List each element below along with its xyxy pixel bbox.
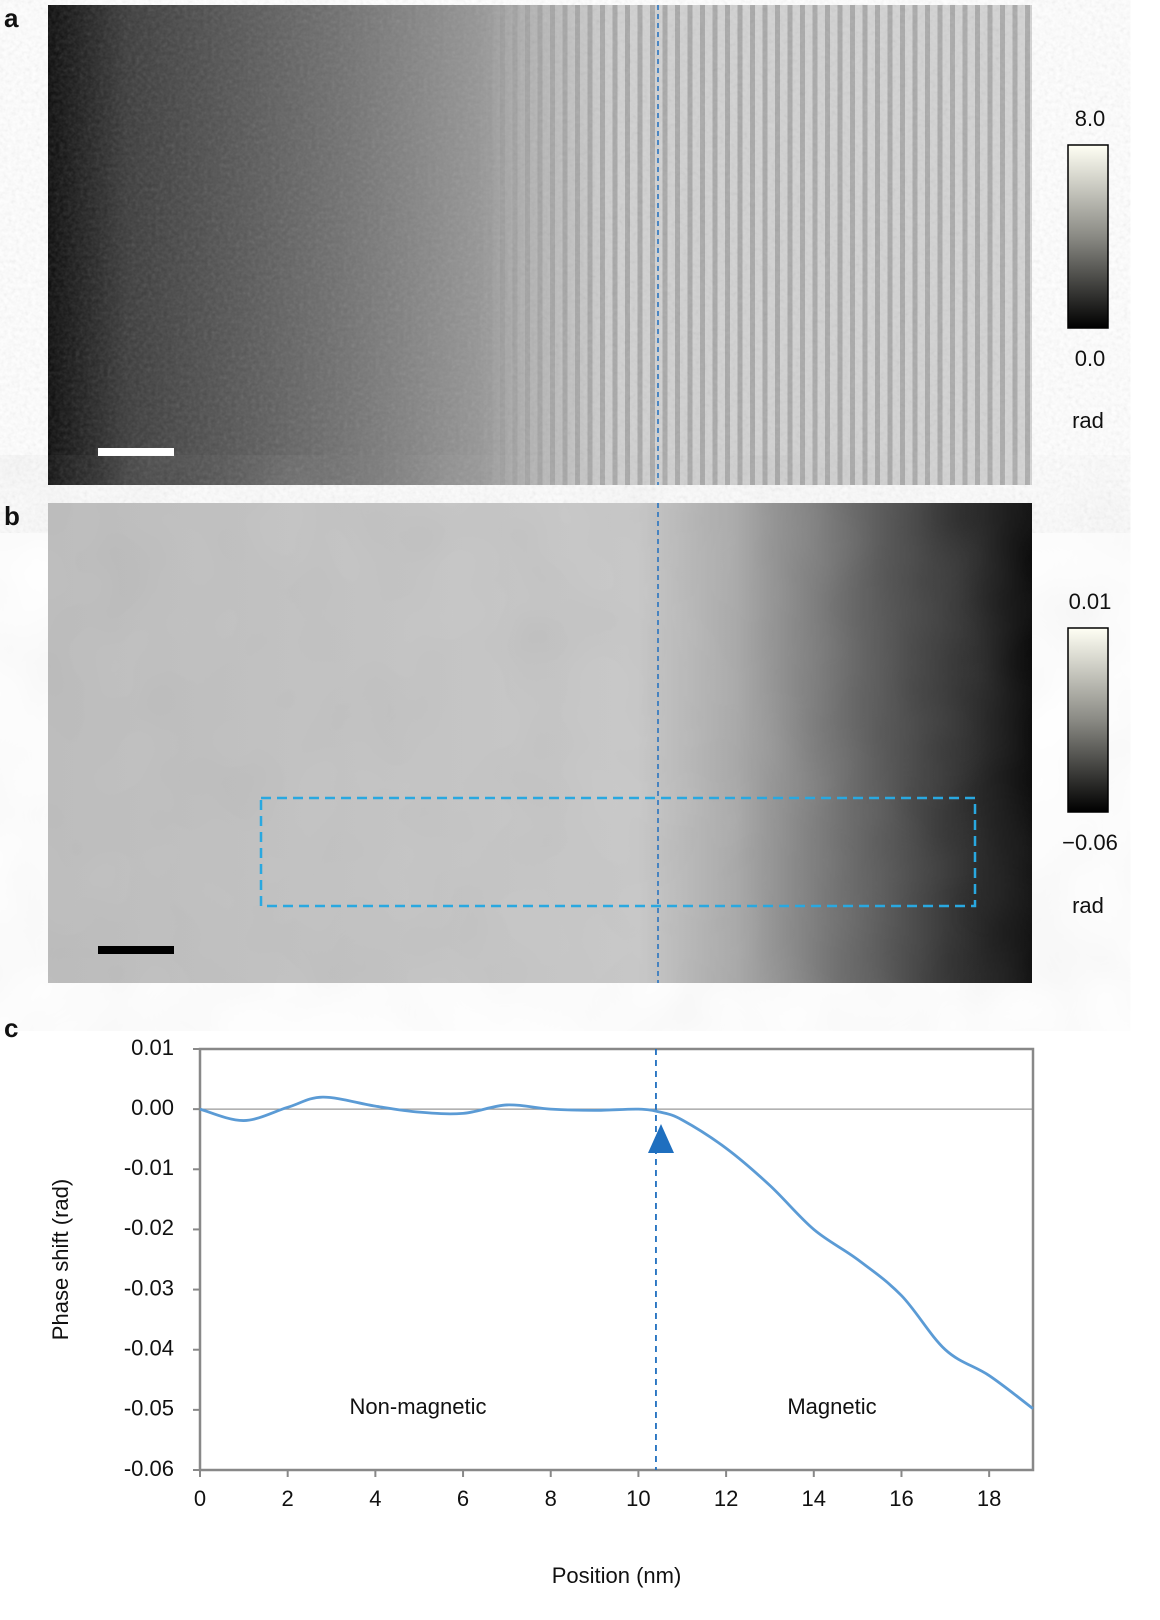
x-tick-label: 8 bbox=[545, 1486, 557, 1511]
y-tick-label: -0.03 bbox=[124, 1275, 174, 1300]
x-tick-label: 18 bbox=[977, 1486, 1001, 1511]
image-a bbox=[48, 5, 1032, 485]
colorbar-tick-label: 0.0 bbox=[1075, 346, 1106, 371]
x-tick-label: 10 bbox=[626, 1486, 650, 1511]
chart: 0.01 0.00 -0.01 -0.02 -0.03 -0.04 -0.05 -0.06 0 2… bbox=[48, 1035, 1035, 1588]
data-line bbox=[199, 1095, 1034, 1410]
y-tick-label: -0.06 bbox=[124, 1456, 174, 1481]
x-tick-label: 0 bbox=[194, 1486, 206, 1511]
x-tick-label: 12 bbox=[714, 1486, 738, 1511]
colorbar-tick-label: 0.01 bbox=[1069, 589, 1112, 614]
panel-label: b bbox=[4, 501, 20, 531]
y-tick-label: -0.02 bbox=[124, 1215, 174, 1240]
scale-bar bbox=[98, 448, 174, 456]
colorbar-b bbox=[1067, 627, 1109, 813]
scale-bar bbox=[98, 946, 174, 954]
x-tick-label: 2 bbox=[282, 1486, 294, 1511]
colorbar-unit: rad bbox=[1072, 408, 1104, 433]
profile-region bbox=[259, 796, 977, 908]
x-tick-label: 16 bbox=[889, 1486, 913, 1511]
x-tick-label: 14 bbox=[802, 1486, 826, 1511]
colorbar-tick-label: −0.06 bbox=[1062, 830, 1118, 855]
plot-frame bbox=[198, 1047, 1035, 1472]
panel-label: a bbox=[4, 3, 19, 33]
x-axis-label: Position (nm) bbox=[552, 1563, 682, 1588]
annotation: Magnetic bbox=[787, 1394, 876, 1419]
x-tick-label: 4 bbox=[369, 1486, 381, 1511]
x-tick-label: 6 bbox=[457, 1486, 469, 1511]
boundary-arrow bbox=[648, 1124, 674, 1153]
y-tick-label: 0.01 bbox=[131, 1035, 174, 1060]
colorbar-unit: rad bbox=[1072, 893, 1104, 918]
panel-label: c bbox=[4, 1013, 18, 1043]
colorbar-a bbox=[1067, 144, 1109, 329]
annotation: Non-magnetic bbox=[350, 1394, 487, 1419]
y-axis-label: Phase shift (rad) bbox=[48, 1179, 73, 1340]
y-tick-label: 0.00 bbox=[131, 1095, 174, 1120]
y-tick-label: -0.05 bbox=[124, 1396, 174, 1421]
image-b bbox=[48, 503, 1032, 983]
y-tick-label: -0.04 bbox=[124, 1336, 174, 1361]
colorbar-tick-label: 8.0 bbox=[1075, 106, 1106, 131]
y-tick-label: -0.01 bbox=[124, 1155, 174, 1180]
